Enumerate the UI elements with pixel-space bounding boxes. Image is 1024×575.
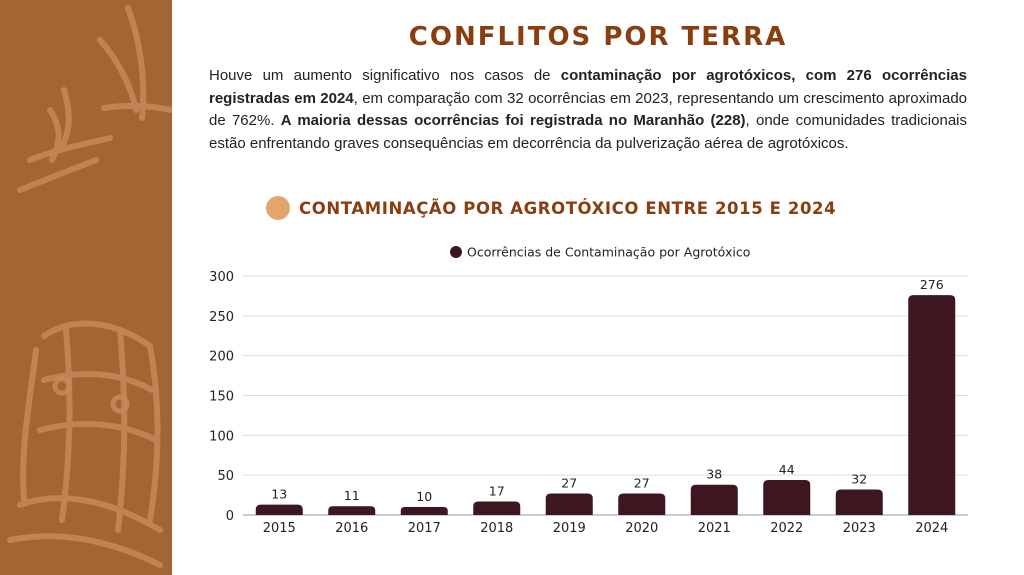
data-label: 276 xyxy=(920,277,944,292)
x-tick-label: 2022 xyxy=(770,521,803,536)
y-tick-label: 0 xyxy=(226,509,234,524)
data-label: 27 xyxy=(561,475,577,490)
x-tick-label: 2019 xyxy=(553,521,586,536)
heading-dot-icon xyxy=(266,196,290,220)
intro-text-highlight: A maioria dessas ocorrências foi registr… xyxy=(280,112,746,129)
bar xyxy=(690,484,738,515)
decorative-sidebar xyxy=(0,0,172,575)
bar xyxy=(473,501,521,515)
x-tick-label: 2015 xyxy=(263,521,296,536)
data-label: 32 xyxy=(851,472,867,487)
chart-heading-text: CONTAMINAÇÃO POR AGROTÓXICO ENTRE 2015 E… xyxy=(299,198,837,218)
bar xyxy=(328,506,376,515)
bar xyxy=(255,504,303,515)
chart-heading: CONTAMINAÇÃO POR AGROTÓXICO ENTRE 2015 E… xyxy=(266,195,836,221)
data-label: 11 xyxy=(344,488,360,503)
page-title: CONFLITOS POR TERRA xyxy=(408,22,788,52)
y-tick-label: 100 xyxy=(209,429,234,444)
y-tick-label: 150 xyxy=(209,390,234,405)
x-tick-label: 2017 xyxy=(408,521,441,536)
intro-text-segment: , em comparação com 32 ocorrências em 20… xyxy=(209,89,967,130)
x-tick-label: 2016 xyxy=(335,521,368,536)
bar xyxy=(763,479,811,515)
bar xyxy=(400,507,448,515)
x-tick-label: 2023 xyxy=(843,521,876,536)
legend-marker xyxy=(450,246,462,258)
y-tick-label: 50 xyxy=(217,469,234,484)
x-tick-label: 2021 xyxy=(698,521,731,536)
y-tick-label: 250 xyxy=(209,310,234,325)
bar xyxy=(618,493,666,515)
intro-text-highlight: contaminação por agrotóxicos, com 276 oc… xyxy=(209,67,967,107)
x-tick-label: 2018 xyxy=(480,521,513,536)
bar xyxy=(908,295,956,515)
data-label: 17 xyxy=(489,483,505,498)
drum-illustration xyxy=(7,5,172,568)
data-label: 44 xyxy=(779,462,795,477)
x-tick-label: 2024 xyxy=(915,521,948,536)
intro-text-segment: , onde comunidades tradicionais estão en… xyxy=(209,112,967,152)
bar xyxy=(835,489,883,515)
y-tick-label: 300 xyxy=(209,270,234,285)
data-label: 13 xyxy=(271,487,287,502)
legend-label: Ocorrências de Contaminação por Agrotóxi… xyxy=(467,245,750,260)
data-label: 27 xyxy=(634,475,650,490)
y-tick-label: 200 xyxy=(209,350,234,365)
data-label: 10 xyxy=(416,489,432,504)
intro-paragraph: Houve um aumento significativo nos casos… xyxy=(209,65,967,155)
bar xyxy=(545,493,593,515)
intro-text-segment: Houve um aumento significativo nos casos… xyxy=(209,67,561,84)
data-label: 38 xyxy=(706,467,722,482)
x-tick-label: 2020 xyxy=(625,521,658,536)
